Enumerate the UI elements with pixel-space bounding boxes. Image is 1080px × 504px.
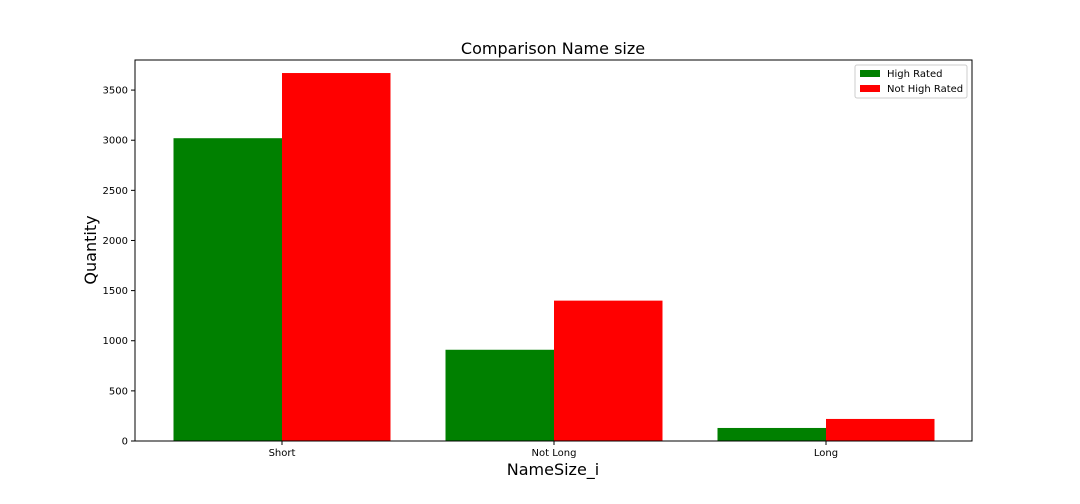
y-tick-label: 3500 [103, 86, 128, 97]
y-tick-label: 3000 [103, 136, 128, 147]
legend-box [854, 64, 968, 99]
bar-long-not-high-rated [826, 418, 935, 441]
bar-short-not-high-rated [282, 73, 391, 441]
x-axis-label: NameSize_i [507, 460, 600, 480]
bar-long-high-rated [717, 427, 826, 441]
y-ticks: 0 500 1000 1500 2000 2500 3000 3500 [103, 86, 135, 448]
bar-short-high-rated [173, 138, 282, 441]
x-tick-label: Short [269, 448, 296, 459]
y-tick-label: 2000 [103, 236, 128, 247]
y-tick-label: 2500 [103, 186, 128, 197]
legend: High Rated Not High Rated [854, 64, 968, 99]
bars-group [173, 73, 935, 441]
bar-not-long-high-rated [445, 349, 554, 441]
y-tick-label: 1500 [103, 286, 128, 297]
x-ticks: Short Not Long Long [269, 441, 838, 459]
y-axis-label: Quantity [81, 215, 100, 284]
y-tick-label: 1000 [103, 336, 128, 347]
legend-label: High Rated [887, 69, 942, 80]
bar-not-long-not-high-rated [554, 300, 663, 441]
chart-title: Comparison Name size [461, 39, 645, 58]
plot-frame [134, 59, 973, 442]
x-tick-label: Long [814, 448, 838, 459]
x-tick-label: Not Long [532, 448, 577, 459]
legend-label: Not High Rated [887, 84, 963, 95]
y-tick-label: 500 [109, 386, 128, 397]
legend-swatch [860, 85, 880, 92]
legend-swatch [860, 70, 880, 77]
y-tick-label: 0 [122, 437, 128, 448]
